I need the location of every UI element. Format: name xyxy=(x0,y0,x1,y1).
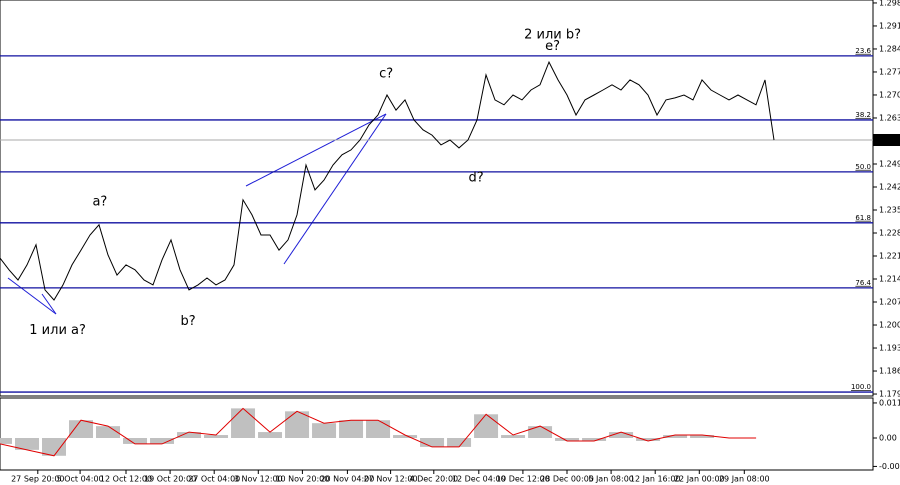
wave-line xyxy=(245,113,387,187)
x-tick-label: 12 Dec 04:00 xyxy=(452,475,506,484)
y-tick-label: 1.2145 xyxy=(879,275,900,284)
oscillator-bar xyxy=(231,408,256,438)
x-tick-label: 19 Dec 12:00 xyxy=(496,475,550,484)
fib-level-label: 76.4 xyxy=(855,279,871,287)
oscillator-bar xyxy=(69,420,94,438)
oscillator-bar xyxy=(555,438,580,441)
y-tick-label: 1.2215 xyxy=(879,252,900,261)
wave-line xyxy=(283,113,387,265)
y-tick-label: 1.2845 xyxy=(879,44,900,53)
y-tick-label: 1.1935 xyxy=(879,344,900,353)
oscillator-bar xyxy=(285,411,310,438)
fib-level-label: 50.0 xyxy=(855,163,871,171)
y-tick-label: 1.2705 xyxy=(879,90,900,99)
y-tick-label: 1.2005 xyxy=(879,321,900,330)
y-tick-label: 1.2355 xyxy=(879,205,900,214)
y-tick-label: 1.1795 xyxy=(879,390,900,399)
y-tick-label: 0.01183 xyxy=(879,398,900,407)
oscillator-bar xyxy=(393,435,418,438)
wave-label: 2 или b? xyxy=(524,27,581,42)
x-tick-label: 28 Dec 00:00 xyxy=(540,475,594,484)
wave-label: b? xyxy=(181,314,196,329)
fib-level-label: 38.2 xyxy=(855,111,871,119)
fib-level-label: 100.0 xyxy=(851,383,871,391)
oscillator-bar xyxy=(420,438,445,447)
oscillator-bar xyxy=(258,432,283,438)
signal-line xyxy=(0,407,757,457)
oscillator-bar xyxy=(366,420,391,438)
price-panel xyxy=(0,0,874,397)
wave-line xyxy=(41,293,57,315)
oscillator-bar xyxy=(0,438,12,444)
x-tick-label: 10 Nov 20:00 xyxy=(275,475,329,484)
y-tick-label: 1.2425 xyxy=(879,182,900,191)
x-tick-label: 20 Nov 04:00 xyxy=(320,475,374,484)
x-tick-label: 27 Sep 20:00 xyxy=(11,475,64,484)
oscillator-bar xyxy=(312,423,337,438)
x-tick-label: 12 Jan 16:00 xyxy=(630,475,681,484)
y-tick-label: 1.2075 xyxy=(879,298,900,307)
oscillator-bar xyxy=(528,426,553,438)
x-tick-label: 3 Nov 12:00 xyxy=(234,475,283,484)
x-tick-label: 29 Jan 08:00 xyxy=(719,475,770,484)
y-tick-label: 1.2635 xyxy=(879,113,900,122)
oscillator-bar xyxy=(447,438,472,447)
fib-level-label: 61.8 xyxy=(855,214,871,222)
y-tick-label: 1.2775 xyxy=(879,67,900,76)
price-line xyxy=(0,60,775,301)
oscillator-bar xyxy=(204,435,229,438)
oscillator-bar xyxy=(339,420,364,438)
current-price-label: 1.2568 xyxy=(877,135,900,144)
wave-line xyxy=(7,277,57,315)
oscillator-bar xyxy=(42,438,67,456)
oscillator-bar xyxy=(690,435,715,438)
x-tick-label: 4 Dec 20:00 xyxy=(409,475,458,484)
oscillator-bar xyxy=(474,414,499,438)
oscillator-bar xyxy=(636,438,661,441)
oscillator-bar xyxy=(609,432,634,438)
oscillator-bar xyxy=(582,438,607,441)
x-tick-label: 5 Oct 04:00 xyxy=(57,475,104,484)
x-tick-label: 27 Oct 04:00 xyxy=(188,475,240,484)
oscillator-bar xyxy=(663,435,688,438)
x-tick-label: 5 Jan 08:00 xyxy=(588,475,634,484)
wave-label: c? xyxy=(379,66,393,81)
wave-label: d? xyxy=(469,171,484,186)
y-tick-label: 1.1865 xyxy=(879,367,900,376)
x-tick-label: 19 Oct 20:00 xyxy=(144,475,196,484)
y-tick-label: -0.00959 xyxy=(879,462,900,471)
y-tick-label: 1.2915 xyxy=(879,21,900,30)
y-tick-label: 1.2285 xyxy=(879,228,900,237)
oscillator-bar xyxy=(501,435,526,438)
oscillator-bar xyxy=(15,438,40,450)
oscillator-bar xyxy=(96,426,121,438)
oscillator-bar xyxy=(177,432,202,438)
wave-label: e? xyxy=(545,39,560,54)
oscillator-bar xyxy=(123,438,148,444)
wave-label: 1 или a? xyxy=(29,323,86,338)
fib-level-label: 23.6 xyxy=(855,47,871,55)
x-tick-label: 27 Nov 12:00 xyxy=(364,475,418,484)
x-tick-label: 12 Oct 12:00 xyxy=(100,475,152,484)
current-price-box xyxy=(873,133,900,146)
x-tick-label: 22 Jan 00:00 xyxy=(674,475,725,484)
y-tick-label: 0.00 xyxy=(879,434,897,443)
y-tick-label: 1.2985 xyxy=(879,0,900,7)
oscillator-panel xyxy=(0,397,874,471)
wave-label: a? xyxy=(92,195,107,210)
y-tick-label: 1.2495 xyxy=(879,159,900,168)
oscillator-bar xyxy=(150,438,175,444)
